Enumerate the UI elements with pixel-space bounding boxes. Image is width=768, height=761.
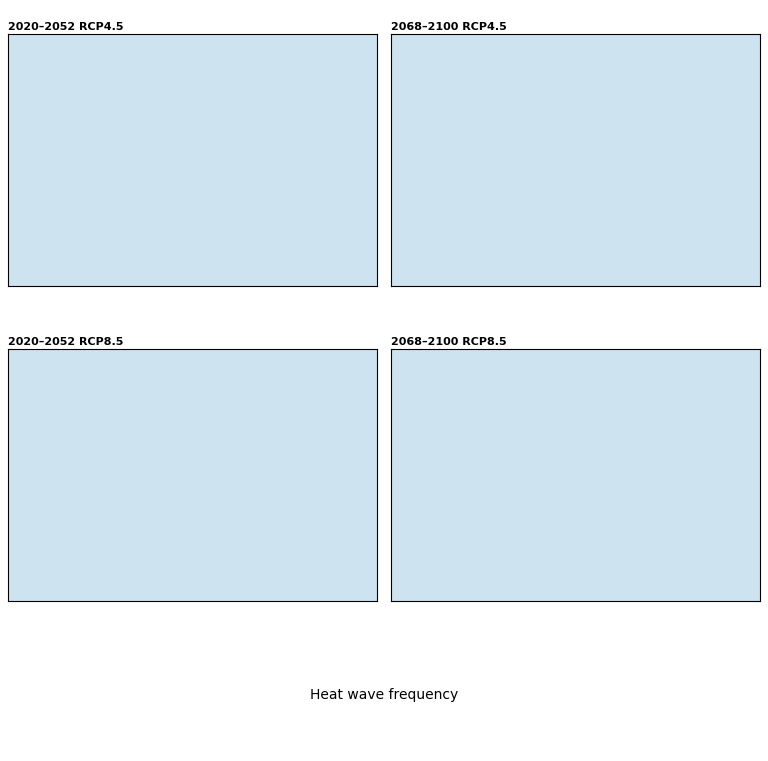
Text: 2068–2100 RCP4.5: 2068–2100 RCP4.5 <box>392 22 507 32</box>
Text: Heat wave frequency: Heat wave frequency <box>310 688 458 702</box>
Text: 2020–2052 RCP8.5: 2020–2052 RCP8.5 <box>8 336 123 347</box>
Text: 2020–2052 RCP4.5: 2020–2052 RCP4.5 <box>8 22 123 32</box>
Text: 2068–2100 RCP8.5: 2068–2100 RCP8.5 <box>392 336 507 347</box>
